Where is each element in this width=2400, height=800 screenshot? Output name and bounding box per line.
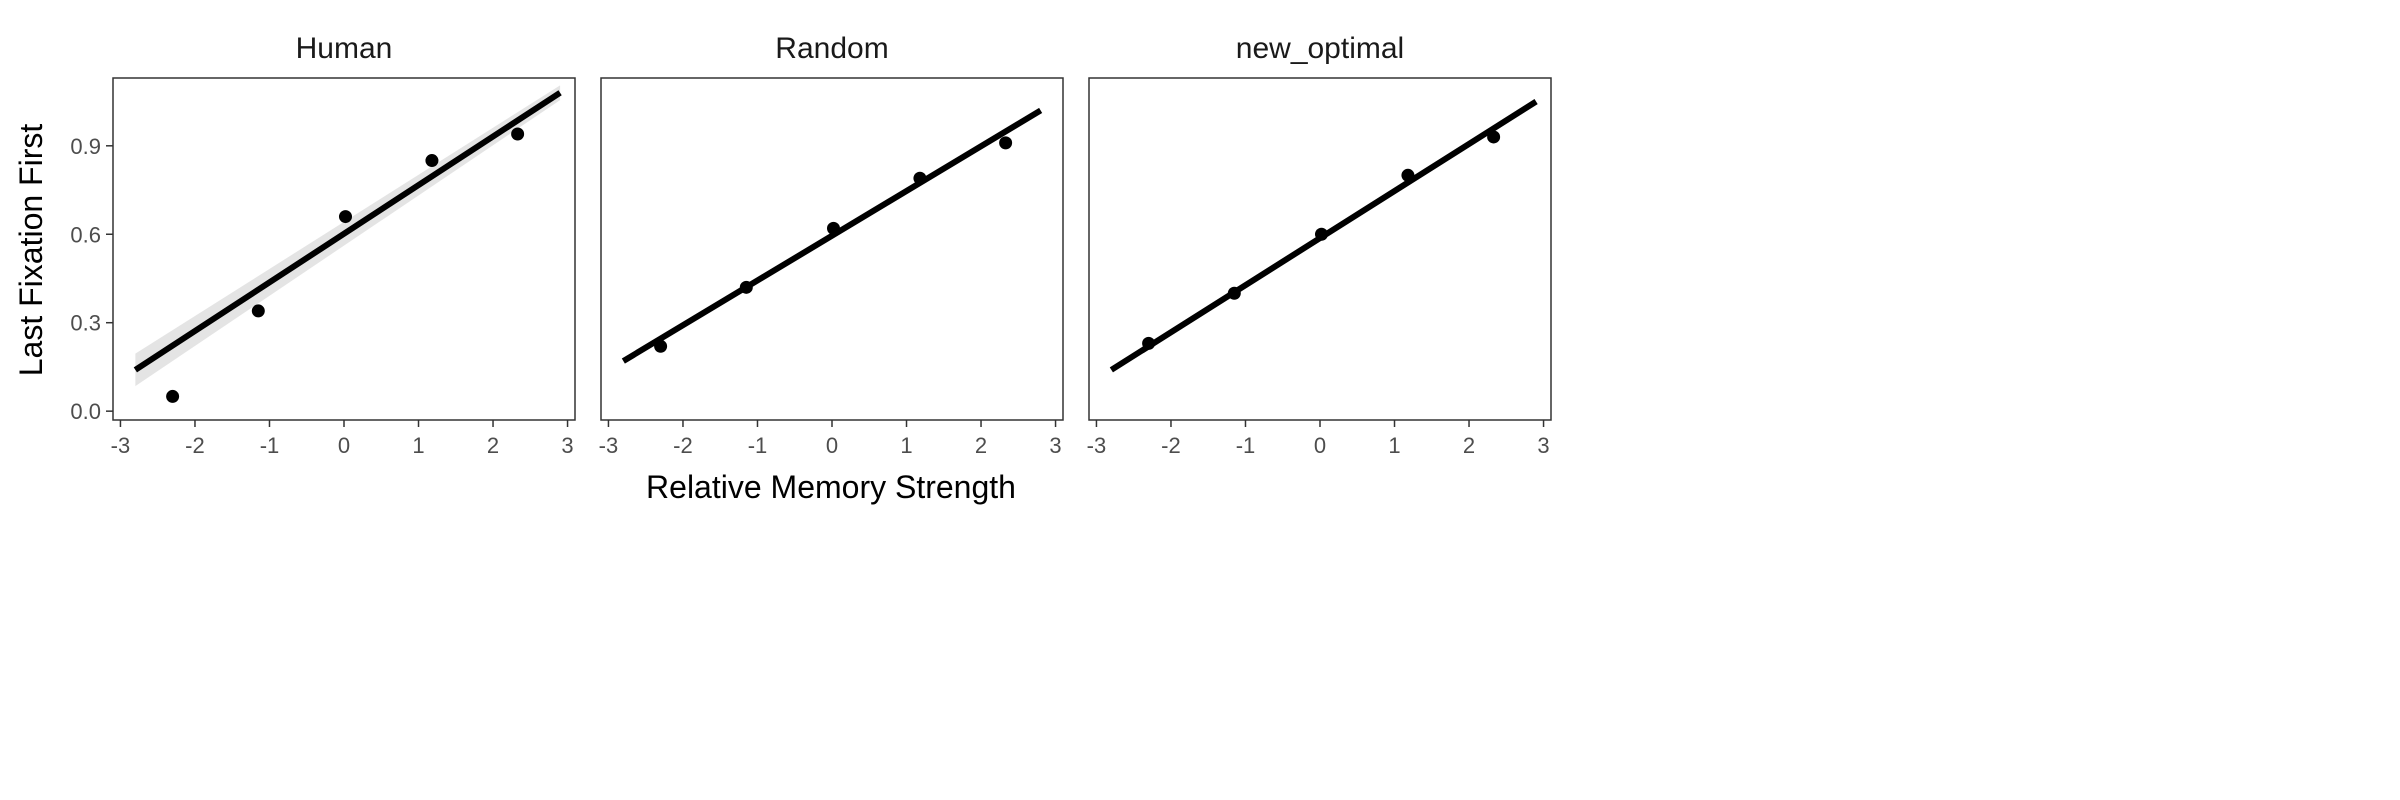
data-point (739, 280, 753, 294)
chart-panel: new_optimal -3 -2 -1 0 1 2 3 (1087, 32, 1552, 458)
x-tick-label: -2 (1161, 433, 1181, 458)
x-tick-label: 0 (826, 433, 838, 458)
x-tick-label: -3 (111, 433, 131, 458)
x-tick-label: 2 (975, 433, 987, 458)
data-point (1401, 168, 1415, 182)
x-tick-label: -3 (599, 433, 619, 458)
y-tick-label: 0.6 (70, 222, 101, 247)
x-tick-label: -2 (673, 433, 693, 458)
data-point (1227, 286, 1241, 300)
x-tick-label: 2 (1463, 433, 1475, 458)
data-point (826, 221, 840, 235)
panel-title: Human (296, 32, 393, 65)
panel-border (600, 77, 1064, 421)
panel-title: Random (775, 32, 888, 65)
regression-line (133, 90, 562, 373)
x-tick-label: 1 (900, 433, 912, 458)
x-tick-label: 0 (338, 433, 350, 458)
x-tick-label: 3 (561, 433, 573, 458)
data-point (1487, 130, 1501, 144)
x-tick-label: 2 (487, 433, 499, 458)
y-tick-label: 0.3 (70, 311, 101, 336)
y-tick-label: 0.9 (70, 134, 101, 159)
confidence-band (135, 85, 561, 387)
x-tick-label: -1 (1236, 433, 1256, 458)
data-point (999, 136, 1013, 150)
data-point (338, 210, 352, 224)
chart-panel: Random -3 -2 -1 0 1 2 3 (599, 32, 1064, 458)
regression-line (621, 107, 1043, 364)
data-point (1142, 336, 1156, 350)
x-tick-label: -3 (1087, 433, 1107, 458)
x-tick-label: 3 (1049, 433, 1061, 458)
x-tick-label: 3 (1537, 433, 1549, 458)
faceted-scatter-figure: Last Fixation First Relative Memory Stre… (13, 32, 1552, 505)
x-tick-label: 1 (1388, 433, 1400, 458)
chart-panels: Human -3 -2 -1 0 1 2 3 0.0 0.3 0.6 0.9 Random -3 -2 -1 0… (70, 32, 1552, 458)
data-point (913, 171, 927, 185)
data-point (425, 154, 439, 168)
x-axis-title: Relative Memory Strength (646, 469, 1016, 505)
data-point (511, 127, 525, 141)
data-point (654, 339, 668, 353)
y-tick-label: 0.0 (70, 399, 101, 424)
panel-title: new_optimal (1236, 32, 1404, 65)
data-point (166, 389, 180, 403)
x-tick-label: 0 (1314, 433, 1326, 458)
chart-panel: Human -3 -2 -1 0 1 2 3 0.0 0.3 0.6 0.9 (70, 32, 576, 458)
y-axis-title: Last Fixation First (13, 124, 49, 377)
panel-border (1088, 77, 1552, 421)
x-tick-label: -1 (748, 433, 768, 458)
data-point (251, 304, 265, 318)
x-tick-label: 1 (412, 433, 424, 458)
data-point (1314, 227, 1328, 241)
x-tick-label: -2 (185, 433, 205, 458)
x-tick-label: -1 (260, 433, 280, 458)
